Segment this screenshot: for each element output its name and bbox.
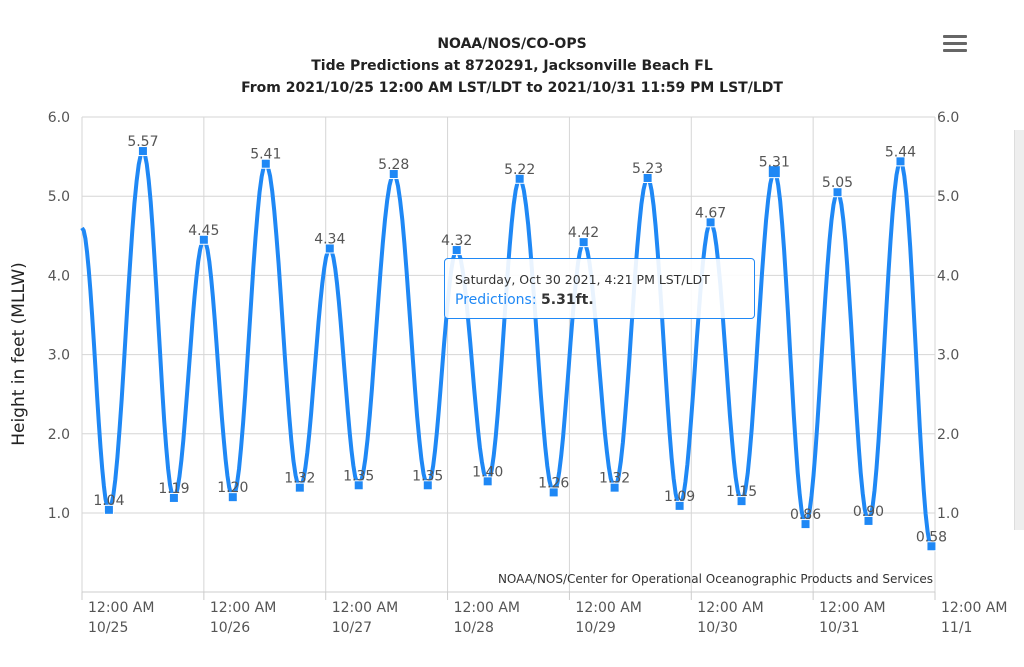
data-point	[705, 217, 716, 228]
data-label: 5.31	[759, 155, 790, 171]
y-tick-label-right: 1.0	[937, 506, 959, 522]
data-point	[736, 496, 747, 507]
data-label: 1.35	[412, 468, 443, 484]
x-tick-date: 10/25	[88, 620, 128, 636]
x-tick-time: 12:00 AM	[941, 600, 1007, 616]
data-point	[227, 492, 238, 503]
data-label: 1.15	[726, 484, 757, 500]
data-label: 5.22	[504, 162, 535, 178]
y-tick-label-left: 6.0	[48, 110, 70, 126]
data-point	[353, 480, 364, 491]
x-tick-date: 11/1	[941, 620, 972, 636]
data-label: 1.09	[664, 489, 695, 505]
x-tick-time: 12:00 AM	[454, 600, 520, 616]
data-label: 1.19	[158, 481, 189, 497]
data-point	[324, 243, 335, 254]
data-label: 1.35	[343, 468, 374, 484]
y-tick-label-left: 4.0	[48, 268, 70, 284]
data-label: 1.32	[284, 471, 315, 487]
data-label: 4.67	[695, 205, 726, 221]
data-label: 1.26	[538, 475, 569, 491]
x-tick-time: 12:00 AM	[88, 600, 154, 616]
chart-credits: NOAA/NOS/Center for Operational Oceanogr…	[498, 572, 933, 586]
data-label: 5.57	[127, 134, 158, 150]
data-label: 0.86	[790, 507, 821, 523]
x-tick-date: 10/30	[697, 620, 737, 636]
x-tick-date: 10/29	[575, 620, 615, 636]
data-label: 5.41	[250, 147, 281, 163]
data-point	[863, 515, 874, 526]
data-label: 1.20	[217, 480, 248, 496]
data-point	[482, 476, 493, 487]
data-label: 5.28	[378, 157, 409, 173]
scrollbar[interactable]	[1014, 130, 1024, 530]
chart-date-range: From 2021/10/25 12:00 AM LST/LDT to 2021…	[241, 80, 783, 96]
x-tick-time: 12:00 AM	[575, 600, 641, 616]
x-tick-date: 10/26	[210, 620, 250, 636]
x-tick-date: 10/31	[819, 620, 859, 636]
data-point	[642, 172, 653, 183]
data-point	[514, 173, 525, 184]
y-tick-label-right: 6.0	[937, 110, 959, 126]
chart-title: NOAA/NOS/CO-OPS	[437, 36, 587, 52]
data-point	[137, 146, 148, 157]
y-axis-title: Height in feet (MLLW)	[9, 262, 29, 446]
data-point	[609, 482, 620, 493]
tooltip-header: Saturday, Oct 30 2021, 4:21 PM LST/LDT	[455, 272, 710, 287]
y-tick-label-right: 2.0	[937, 427, 959, 443]
x-tick-time: 12:00 AM	[332, 600, 398, 616]
y-tick-label-right: 5.0	[937, 189, 959, 205]
data-point	[294, 482, 305, 493]
data-label: 4.45	[188, 223, 219, 239]
y-tick-label-right: 3.0	[937, 348, 959, 364]
tide-prediction-line	[80, 149, 934, 548]
data-point	[548, 487, 559, 498]
data-point	[674, 500, 685, 511]
tooltip-value: 5.31ft.	[541, 292, 594, 308]
data-label: 4.34	[314, 231, 345, 247]
data-label: 4.32	[441, 233, 472, 249]
data-point	[103, 504, 114, 515]
data-point	[260, 158, 271, 169]
x-tick-time: 12:00 AM	[819, 600, 885, 616]
data-point	[767, 165, 781, 179]
data-point	[198, 234, 209, 245]
y-tick-label-right: 4.0	[937, 268, 959, 284]
data-point	[422, 480, 433, 491]
x-tick-time: 12:00 AM	[210, 600, 276, 616]
data-label: 1.32	[599, 471, 630, 487]
hamburger-menu-icon[interactable]	[943, 35, 967, 53]
x-tick-date: 10/27	[332, 620, 372, 636]
data-point	[895, 156, 906, 167]
data-label: 5.05	[822, 175, 853, 191]
x-tick-time: 12:00 AM	[697, 600, 763, 616]
chart-subtitle: Tide Predictions at 8720291, Jacksonvill…	[311, 58, 713, 74]
data-label: 0.90	[853, 504, 884, 520]
data-label: 5.44	[885, 144, 916, 160]
x-tick-date: 10/28	[454, 620, 494, 636]
data-label: 1.40	[472, 464, 503, 480]
data-point	[800, 519, 811, 530]
data-label: 0.58	[916, 529, 947, 545]
y-tick-label-left: 3.0	[48, 348, 70, 364]
tooltip-series-label: Predictions:	[455, 292, 537, 308]
data-label: 1.04	[93, 493, 124, 509]
data-point	[168, 492, 179, 503]
y-tick-label-left: 2.0	[48, 427, 70, 443]
data-point	[832, 187, 843, 198]
tooltip: Saturday, Oct 30 2021, 4:21 PM LST/LDT P…	[444, 258, 755, 319]
data-label: 4.42	[568, 225, 599, 241]
data-point	[388, 169, 399, 180]
data-label: 5.23	[632, 161, 663, 177]
y-tick-label-left: 5.0	[48, 189, 70, 205]
y-tick-label-left: 1.0	[48, 506, 70, 522]
data-point	[926, 541, 937, 552]
data-point	[578, 237, 589, 248]
data-point	[451, 245, 462, 256]
